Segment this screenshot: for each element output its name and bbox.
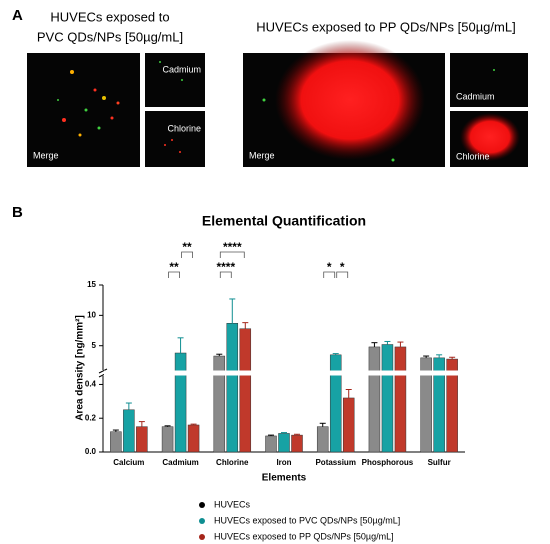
bar [368,346,381,453]
x-tick-label: Calcium [113,458,144,467]
panel-title: HUVECs exposed to [50,9,169,24]
bar [316,426,329,453]
micrograph [145,53,205,107]
legend-label: HUVECs [214,499,251,509]
x-tick-label: Potassium [315,458,355,467]
panel-label: A [12,7,23,24]
micrograph [450,53,528,107]
image-label: Merge [249,150,275,160]
bar [394,346,407,453]
legend-marker [199,518,205,524]
panel-title: HUVECs exposed to PP QDs/NPs [50µg/mL] [256,19,515,34]
y-tick-label: 0.4 [85,380,97,389]
bar [174,352,187,453]
significance-bracket [219,251,245,258]
legend-marker [199,534,205,540]
bar [239,328,252,453]
y-tick-label: 15 [87,280,96,289]
axis-break [98,368,108,374]
image-label: Cadmium [456,91,495,101]
bar [278,433,290,453]
bar [123,409,135,453]
x-tick-label: Sulfur [428,458,451,467]
micrograph [27,53,140,167]
plot: 0.0 0.2 0.4 5 10 15 Calcium Cadmium Chlorine Iron… [85,240,466,541]
image-label: Merge [33,150,59,160]
y-tick-label: 5 [92,341,97,350]
y-tick-label: 0.0 [85,447,97,456]
axis-break-gap [104,370,466,376]
legend-label: HUVECs exposed to PVC QDs/NPs [50µg/mL] [214,515,400,525]
significance-bracket [323,271,336,278]
significance-bracket [181,251,193,258]
chart-title: Elemental Quantification [202,213,366,229]
bar [187,424,200,453]
significance-label: **** [223,240,242,254]
image-label: Chlorine [167,123,201,133]
significance-label: ** [169,260,179,274]
y-tick-label: 10 [87,310,96,319]
significance-label: ** [182,240,192,254]
bar [291,434,303,453]
bar [329,354,342,453]
x-axis-title: Elements [262,473,307,484]
bar [136,426,148,453]
bar [265,435,277,453]
panel-label: B [12,204,23,221]
x-tick-label: Iron [276,458,291,467]
x-tick-label: Cadmium [162,458,198,467]
significance-label: **** [216,260,235,274]
bar [226,323,239,453]
significance-bracket [168,271,180,278]
bar [342,397,355,453]
image-label: Chlorine [456,151,490,161]
significance-bracket [219,271,232,278]
significance-label: * [327,260,332,274]
legend-label: HUVECs exposed to PP QDs/NPs [50µg/mL] [214,531,394,541]
image-label: Cadmium [162,64,201,74]
y-tick-label: 0.2 [85,413,97,422]
fluorescence-blob [275,40,425,160]
panel-title: PVC QDs/NPs [50µg/mL] [37,29,183,44]
bar [213,355,226,453]
bar [161,426,174,453]
legend-marker [199,502,205,508]
bar [110,431,122,453]
fluorescence-dots [57,70,120,137]
significance-bracket [336,271,349,278]
micrograph-group: Merge Cadmium Chlorine Merge Cadmium Chl… [27,40,528,167]
x-tick-label: Chlorine [216,458,249,467]
y-axis-title: Area density [ng/mm²] [75,315,86,421]
fluorescence-blob [460,113,520,161]
significance-label: * [340,260,345,274]
micrograph [145,111,205,167]
bar [381,344,394,453]
x-tick-label: Phosphorous [362,458,414,467]
